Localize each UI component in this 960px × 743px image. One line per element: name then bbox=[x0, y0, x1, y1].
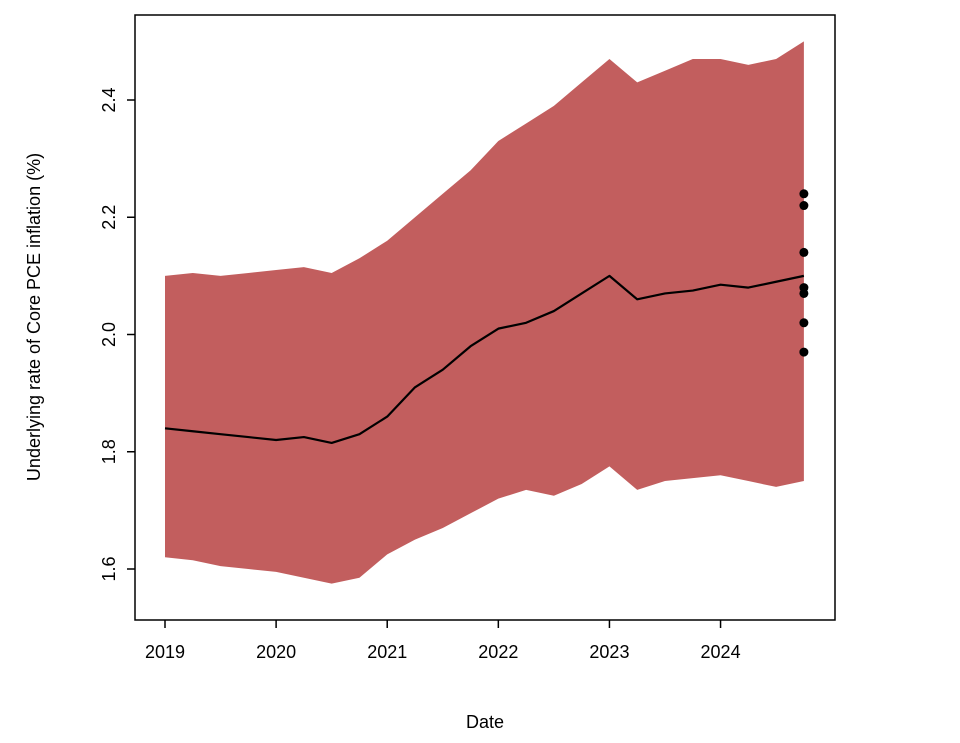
y-tick-label: 2.2 bbox=[99, 205, 119, 230]
y-axis-title: Underlying rate of Core PCE inflation (%… bbox=[24, 153, 44, 481]
x-tick-label: 2019 bbox=[145, 642, 185, 662]
forecast-dot bbox=[799, 288, 809, 298]
x-tick-label: 2021 bbox=[367, 642, 407, 662]
x-axis-title: Date bbox=[466, 712, 504, 732]
x-tick-label: 2024 bbox=[701, 642, 741, 662]
forecast-dot bbox=[799, 201, 809, 211]
y-tick-label: 1.6 bbox=[99, 556, 119, 581]
confidence-band bbox=[165, 41, 804, 584]
x-tick-label: 2020 bbox=[256, 642, 296, 662]
forecast-dot bbox=[799, 247, 809, 257]
x-tick-label: 2023 bbox=[589, 642, 629, 662]
y-tick-label: 1.8 bbox=[99, 439, 119, 464]
y-tick-label: 2.4 bbox=[99, 87, 119, 112]
forecast-dot bbox=[799, 318, 809, 328]
forecast-dot bbox=[799, 347, 809, 357]
plot-box bbox=[134, 14, 836, 621]
chart-layers: 2019 2020 2021 2022 2023 2024 1.6 1.8 2.0 2.2 2.4 bbox=[99, 14, 836, 662]
y-tick-label: 2.0 bbox=[99, 322, 119, 347]
x-tick-label: 2022 bbox=[478, 642, 518, 662]
median-line bbox=[164, 274, 805, 445]
forecast-dot bbox=[799, 189, 809, 199]
